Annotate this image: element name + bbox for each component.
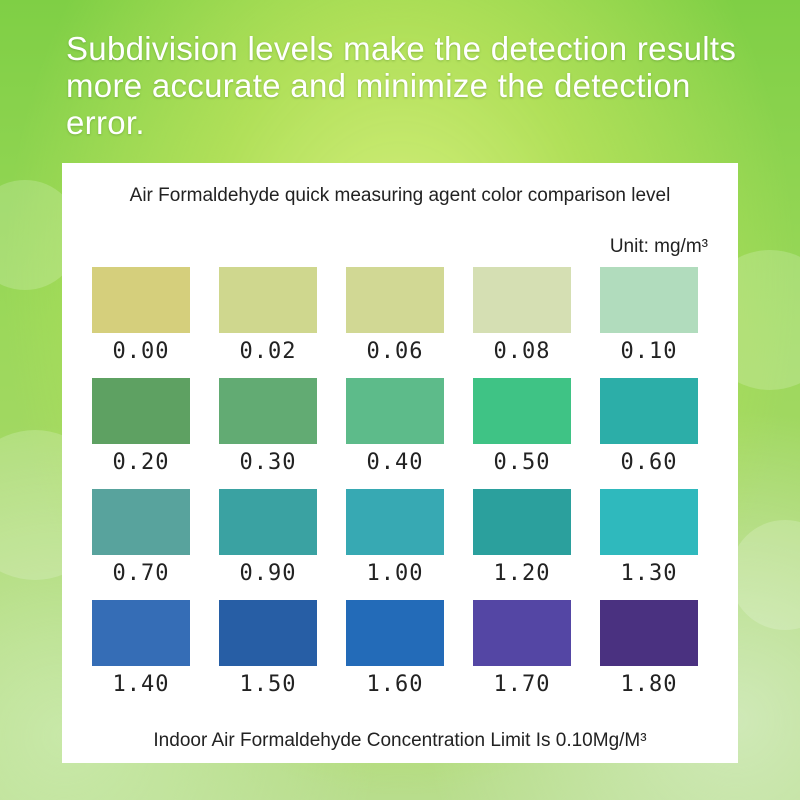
color-swatch [219, 267, 317, 333]
swatch-value: 0.70 [112, 561, 170, 586]
color-swatch [219, 489, 317, 555]
swatch-value: 0.08 [493, 339, 551, 364]
swatch-value: 0.90 [239, 561, 297, 586]
swatch-item: 1.30 [600, 489, 698, 600]
swatch-item: 0.00 [92, 267, 190, 378]
swatch-value: 0.02 [239, 339, 297, 364]
swatch-item: 1.70 [473, 600, 571, 711]
swatch-item: 1.60 [346, 600, 444, 711]
swatch-item: 0.30 [219, 378, 317, 489]
color-swatch [473, 267, 571, 333]
swatch-value: 0.10 [620, 339, 678, 364]
color-swatch [600, 600, 698, 666]
color-swatch [600, 489, 698, 555]
swatch-item: 0.40 [346, 378, 444, 489]
swatch-value: 1.20 [493, 561, 551, 586]
swatch-value: 1.50 [239, 672, 297, 697]
color-swatch [92, 489, 190, 555]
background-bokeh [730, 520, 800, 630]
swatch-value: 1.40 [112, 672, 170, 697]
color-swatch [473, 600, 571, 666]
swatch-value: 1.60 [366, 672, 424, 697]
swatch-item: 0.90 [219, 489, 317, 600]
color-swatch [219, 378, 317, 444]
swatch-value: 1.00 [366, 561, 424, 586]
swatch-item: 0.02 [219, 267, 317, 378]
swatch-item: 0.08 [473, 267, 571, 378]
swatch-item: 1.40 [92, 600, 190, 711]
card-title: Air Formaldehyde quick measuring agent c… [129, 185, 671, 206]
color-swatch [92, 267, 190, 333]
headline: Subdivision levels make the detection re… [66, 30, 737, 141]
swatch-value: 1.70 [493, 672, 551, 697]
swatch-value: 1.80 [620, 672, 678, 697]
color-swatch [346, 600, 444, 666]
color-swatch [92, 600, 190, 666]
swatch-item: 0.70 [92, 489, 190, 600]
swatch-item: 0.20 [92, 378, 190, 489]
swatch-item: 1.00 [346, 489, 444, 600]
swatch-value: 0.00 [112, 339, 170, 364]
swatch-item: 1.50 [219, 600, 317, 711]
swatch-value: 0.30 [239, 450, 297, 475]
swatch-item: 1.20 [473, 489, 571, 600]
color-swatch [600, 267, 698, 333]
swatch-item: 1.80 [600, 600, 698, 711]
swatch-value: 0.50 [493, 450, 551, 475]
swatch-value: 0.20 [112, 450, 170, 475]
swatch-item: 0.10 [600, 267, 698, 378]
swatch-value: 0.40 [366, 450, 424, 475]
swatch-value: 1.30 [620, 561, 678, 586]
swatch-item: 0.50 [473, 378, 571, 489]
swatch-value: 0.06 [366, 339, 424, 364]
swatch-item: 0.06 [346, 267, 444, 378]
color-swatch [346, 267, 444, 333]
color-swatch [473, 378, 571, 444]
color-swatch [346, 378, 444, 444]
concentration-limit-note: Indoor Air Formaldehyde Concentration Li… [153, 730, 647, 751]
color-swatch [600, 378, 698, 444]
swatch-value: 0.60 [620, 450, 678, 475]
color-swatch [473, 489, 571, 555]
color-swatch [219, 600, 317, 666]
color-swatch [92, 378, 190, 444]
unit-label: Unit: mg/m³ [609, 236, 708, 257]
color-comparison-card: Air Formaldehyde quick measuring agent c… [62, 163, 738, 763]
swatch-item: 0.60 [600, 378, 698, 489]
color-swatch [346, 489, 444, 555]
swatch-grid: 0.00 0.02 0.06 0.08 0.10 0.20 0.30 0.40 0.50 0.60… [92, 267, 698, 711]
